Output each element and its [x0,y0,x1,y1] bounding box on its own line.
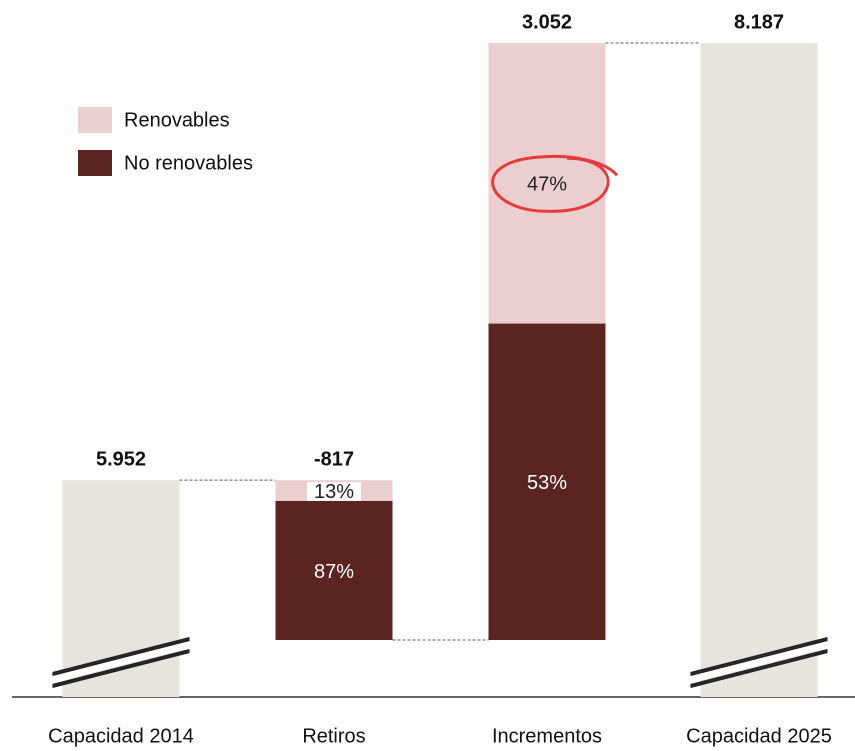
segment-label: 47% [527,174,567,196]
axis-break [52,649,190,686]
axis-break [52,637,190,674]
value-label: 3.052 [522,11,572,33]
segment [488,43,606,324]
segment-label: 13% [314,481,354,503]
legend-swatch [78,150,112,176]
total-bar [700,43,818,697]
label-box [307,482,361,501]
category-label: Capacidad 2014 [48,725,194,747]
axis-break [52,639,190,676]
axis-break-gap [52,640,190,683]
segment-label: 87% [314,561,354,583]
value-label: 5.952 [96,448,146,470]
axis-break [690,639,828,676]
segment [488,323,606,640]
legend-label: Renovables [124,109,230,131]
segment [275,500,393,640]
value-label: 8.187 [734,11,784,33]
axis-break [690,649,828,686]
category-label: Capacidad 2025 [686,725,832,747]
category-label: Retiros [302,725,365,747]
value-label: -817 [314,448,354,470]
axis-break-gap [690,640,828,683]
legend-swatch [78,107,112,133]
axis-break [690,637,828,674]
segment-label: 53% [527,472,567,494]
highlight-circle [491,154,619,213]
legend-label: No renovables [124,152,253,174]
axis-break [52,651,190,688]
axis-break [690,651,828,688]
category-label: Incrementos [492,725,602,747]
